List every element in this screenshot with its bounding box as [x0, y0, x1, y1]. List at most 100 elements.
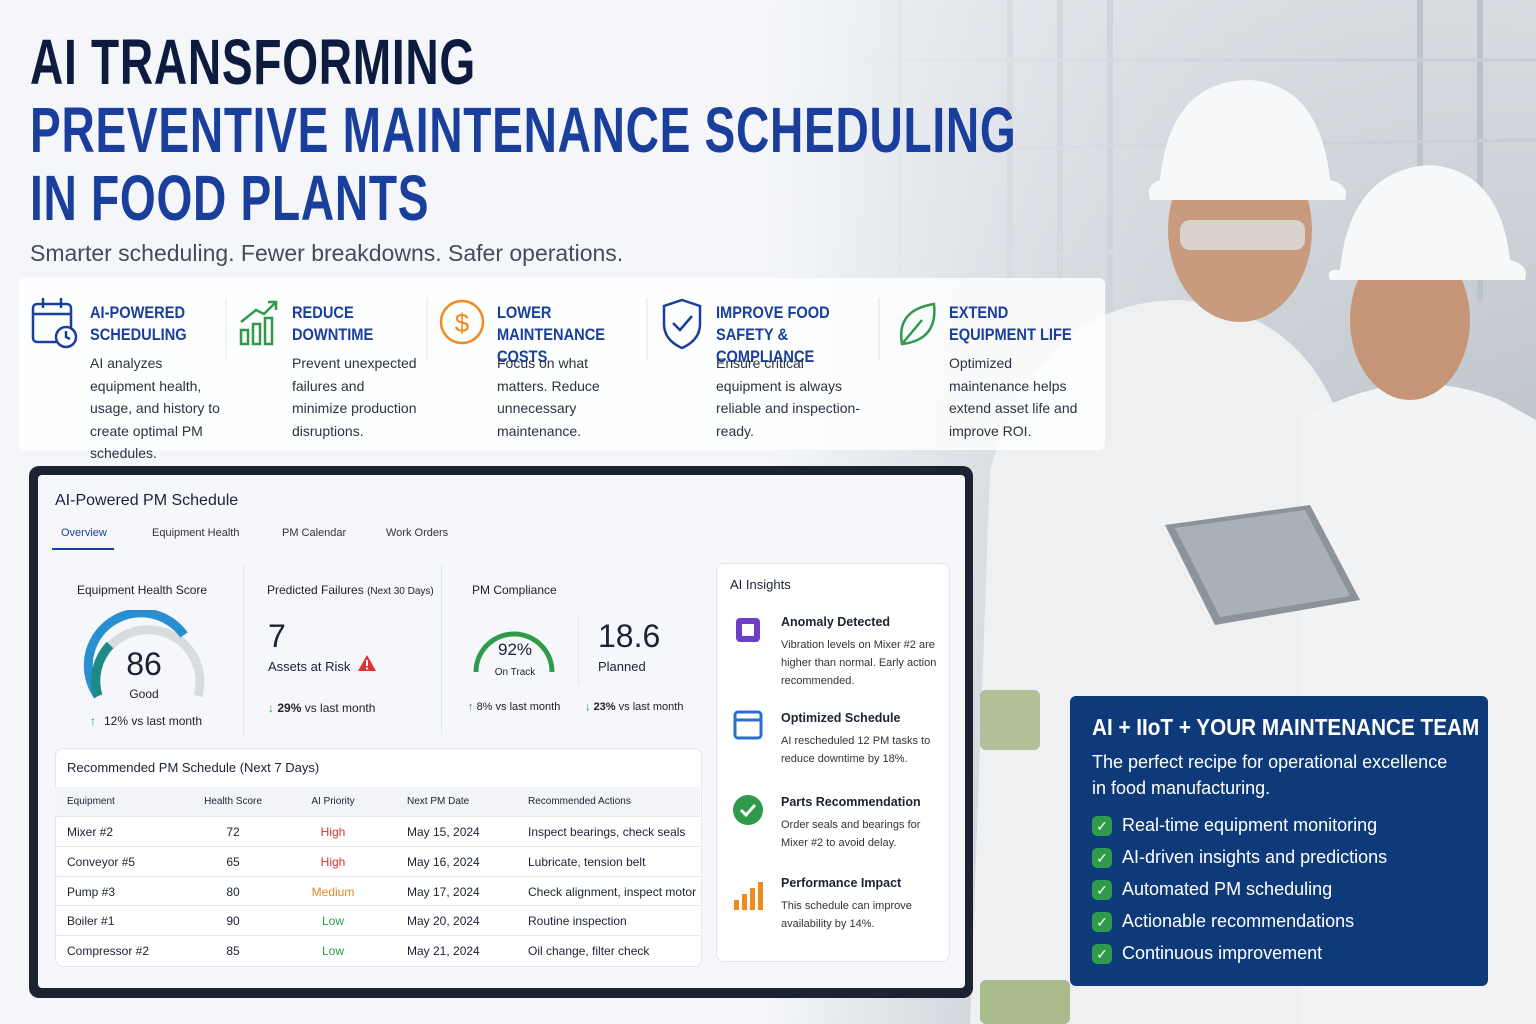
subtitle: Smarter scheduling. Fewer breakdowns. Sa… [30, 240, 624, 266]
failures-unit: Assets at Risk [268, 659, 351, 674]
table-row: Compressor #2 85 Low May 21, 2024 Oil change… [55, 935, 700, 965]
feature-text: Prevent unexpected failures and minimize… [292, 355, 417, 439]
check-icon: ✓ [1092, 816, 1112, 836]
table-cell: May 20, 2024 [407, 914, 480, 929]
change-value: 29% [277, 701, 302, 715]
table-cell: Compressor #2 [67, 944, 150, 959]
check-icon: ✓ [1092, 848, 1112, 868]
check-icon: ✓ [1092, 880, 1112, 900]
insight-text: AI rescheduled 12 PM tasks to reduce dow… [781, 735, 931, 765]
insight-icons [733, 618, 763, 910]
change: ↑ 8% vs last month [468, 701, 561, 713]
insight-title: Performance Impact [781, 876, 902, 890]
panel-title: AI + IIoT + YOUR MAINTENANCE TEAM [1092, 714, 1480, 740]
table-cell: Medium [311, 884, 355, 899]
change: ↓ 23% vs last month [585, 701, 684, 713]
card-label: PM Compliance [472, 583, 557, 597]
failures-card [243, 565, 442, 735]
table-header-bg [55, 787, 700, 816]
compliance-value: 92% [497, 640, 533, 659]
tab: Equipment Health [152, 527, 240, 539]
card-label: Predicted Failures (Next 30 Days) [267, 583, 434, 597]
tab-underline [52, 548, 114, 550]
table-card [55, 748, 702, 967]
column-header: Next PM Date [407, 796, 470, 807]
feature-title: IMPROVE FOOD SAFETY & COMPLIANCE [716, 303, 830, 366]
table-cell: Lubricate, tension belt [528, 854, 646, 869]
panel-text: The perfect recipe for operational excel… [1092, 752, 1448, 798]
dashboard-title: AI-Powered PM Schedule [55, 492, 239, 509]
team-panel [1070, 696, 1488, 986]
arrow: ↑ [90, 714, 96, 728]
panel-item: AI-driven insights and predictions [1122, 847, 1388, 867]
tab: Work Orders [386, 527, 449, 539]
table-cell: May 17, 2024 [407, 884, 480, 899]
table-cell: Boiler #1 [67, 914, 115, 929]
failures-value: 7 [268, 618, 286, 654]
table-cell: May 16, 2024 [407, 854, 480, 869]
feature-title: EXTEND EQUIPMENT LIFE [949, 303, 1072, 344]
feature-title: REDUCE DOWNTIME [292, 303, 374, 344]
label: Predicted Failures [267, 583, 364, 597]
planned-value: 18.6 [598, 618, 661, 654]
table-cell: High [320, 825, 346, 839]
table-cell: May 21, 2024 [407, 944, 480, 959]
table-cell: May 15, 2024 [407, 825, 480, 839]
warning-icon [358, 655, 376, 671]
feature-text: Focus on what matters. Reduce unnecessar… [497, 355, 600, 439]
compliance-status: On Track [494, 667, 536, 678]
health-gauge [83, 610, 205, 699]
insight-text: Order seals and bearings for Mixer #2 to… [781, 819, 921, 849]
title-line: AI TRANSFORMING [30, 26, 476, 98]
change-text: vs last month [304, 701, 376, 715]
table-cell: Mixer #2 [67, 825, 114, 839]
table-row: Pump #3 80 Medium May 17, 2024 Check alignme… [55, 875, 700, 906]
table-cell: Pump #3 [67, 884, 116, 899]
panel-item: Continuous improvement [1122, 943, 1323, 963]
table-cell: High [320, 854, 346, 869]
table-row: Conveyor #5 65 High May 16, 2024 Lubricate, … [55, 845, 700, 876]
panel-item: Real-time equipment monitoring [1122, 815, 1378, 835]
table-cell: Low [321, 914, 344, 929]
table-cell: 72 [226, 825, 240, 839]
table-cell: Routine inspection [528, 914, 627, 929]
sublabel: (Next 30 Days) [367, 586, 434, 597]
change-value: 23% [593, 701, 616, 713]
feature-text: Ensure critical equipment is always reli… [716, 355, 860, 439]
health-status: Good [129, 687, 159, 701]
table-cell: Check alignment, inspect motor [528, 884, 697, 899]
change: ↓ 29% vs last month [268, 701, 376, 715]
feature-text: Optimized maintenance helps extend asset… [949, 355, 1078, 439]
panel-item: Actionable recommendations [1122, 911, 1355, 931]
health-value: 86 [126, 646, 162, 682]
column-header: Recommended Actions [528, 796, 631, 807]
tab: PM Calendar [282, 527, 347, 539]
tab: Overview [61, 527, 107, 539]
insight-title: Anomaly Detected [781, 615, 891, 629]
feature-title: AI-POWERED SCHEDULING [90, 303, 187, 344]
table-row: Mixer #2 72 High May 15, 2024 Inspect bearin… [55, 816, 700, 846]
change-text: 8% vs last month [476, 701, 561, 713]
table-cell: Inspect bearings, check seals [528, 825, 686, 839]
table-cell: 90 [226, 914, 240, 929]
change-text: vs last month [618, 701, 684, 713]
feature-text: AI analyzes equipment health, usage, and… [90, 355, 220, 461]
table-cell: 65 [226, 854, 240, 869]
insight-title: Parts Recommendation [781, 795, 921, 809]
planned-label: Planned [598, 659, 646, 674]
column-header: Health Score [204, 796, 262, 807]
check-icon: ✓ [1092, 912, 1112, 932]
column-header: Equipment [67, 796, 115, 807]
title-line: IN FOOD PLANTS [30, 162, 430, 234]
table-header: Equipment Health Score AI Priority Next PM … [55, 787, 700, 816]
table-cell: 85 [226, 944, 240, 959]
divider [578, 615, 579, 685]
insight-title: Optimized Schedule [781, 711, 901, 725]
table-cell: Low [321, 944, 344, 959]
check-icon: ✓ [1092, 944, 1112, 964]
compliance-donut [473, 631, 555, 673]
table-cell: Conveyor #5 [67, 854, 136, 869]
table-cell: Oil change, filter check [528, 944, 650, 959]
column-header: AI Priority [311, 796, 355, 807]
